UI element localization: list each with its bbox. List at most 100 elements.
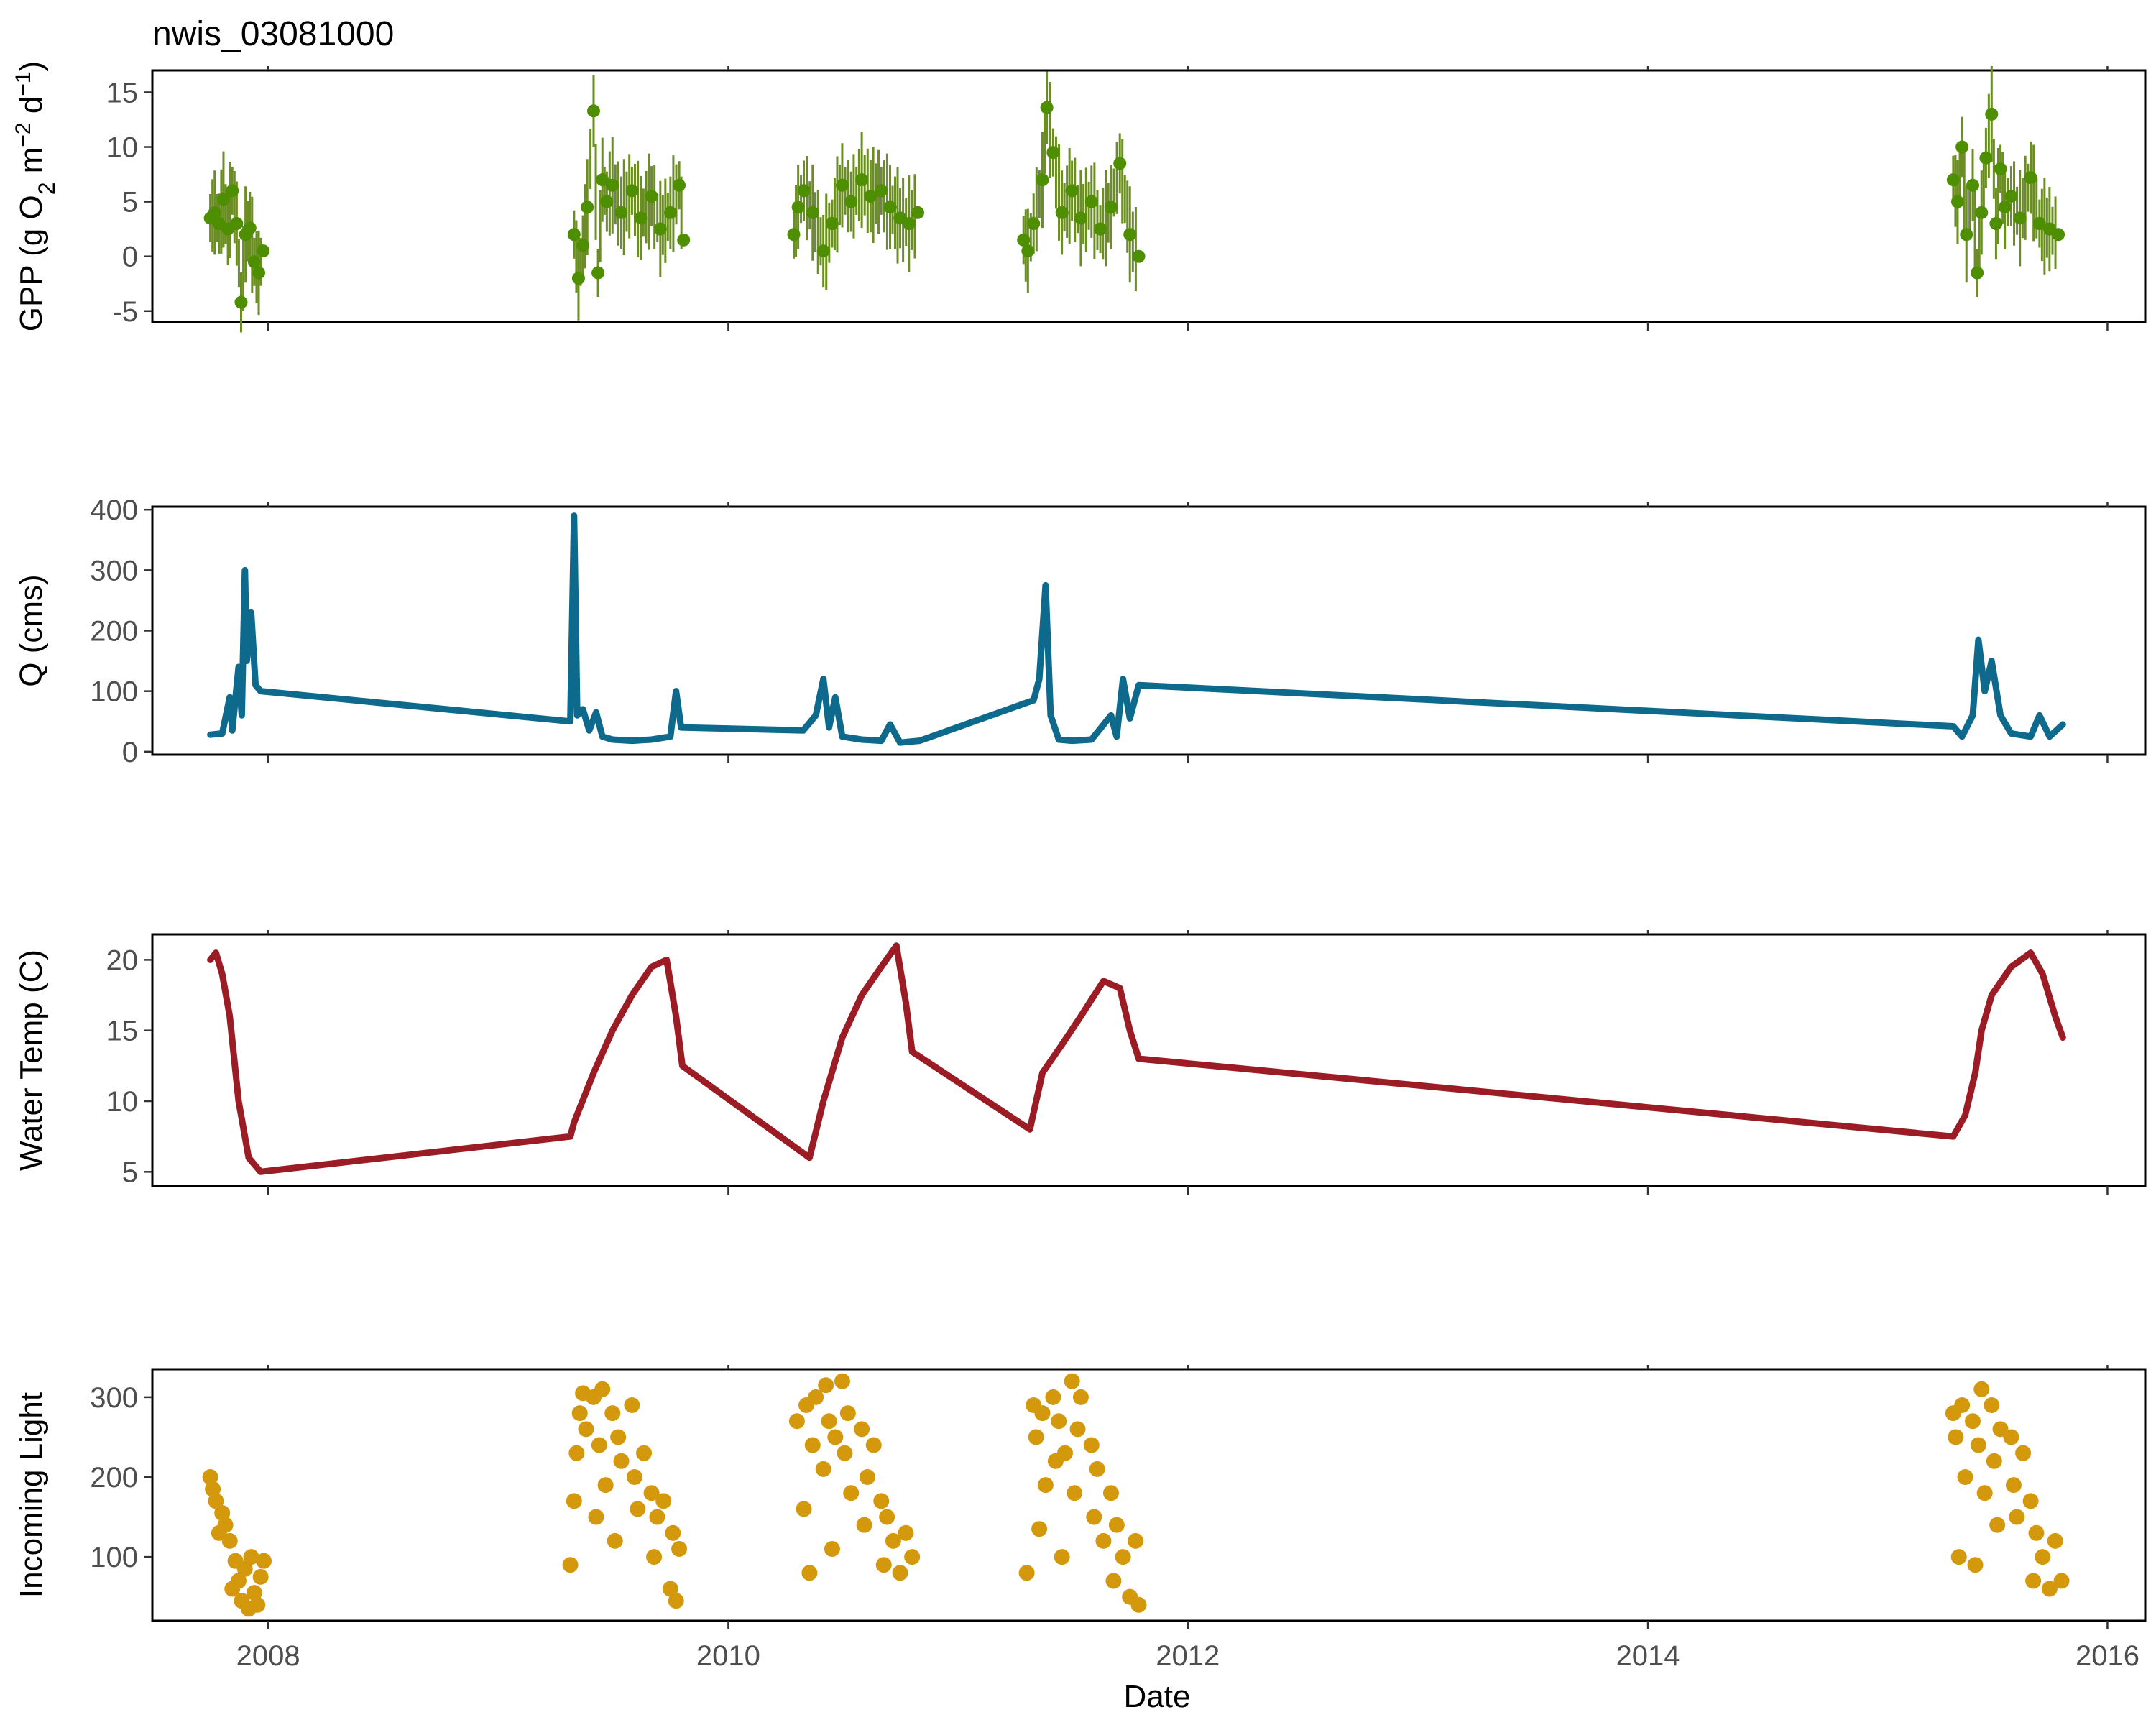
data-point-light [636,1445,653,1461]
x-tick-label: 2010 [696,1640,760,1672]
y-tick-label-q: 200 [90,616,138,648]
data-point-gpp [902,217,916,231]
panel-frame-gpp [151,69,2147,323]
data-point-light [859,1469,875,1485]
data-point-gpp [911,206,925,219]
data-point-gpp [2024,171,2037,185]
data-point-light [1973,1381,1990,1397]
data-point-gpp [1971,266,1984,280]
data-point-gpp [591,266,605,280]
data-point-light [1115,1549,1131,1565]
data-point-light [252,1568,269,1585]
data-point-light [808,1389,824,1405]
y-axis-title-q: Q (cms) [14,574,49,686]
data-point-light [1948,1429,1964,1445]
y-tick-label-gpp: 10 [106,132,139,164]
data-point-gpp [1950,195,1964,208]
data-point-light [221,1532,238,1549]
data-point-light [879,1509,895,1525]
data-point-gpp [663,206,677,219]
data-point-light [854,1421,870,1438]
data-point-light [568,1445,585,1461]
data-point-gpp [1046,146,1060,160]
data-point-light [873,1493,890,1509]
data-point-light [1984,1397,2000,1413]
data-point-light [246,1585,262,1601]
data-point-light [788,1413,805,1430]
data-point-light [1072,1389,1089,1405]
panel-frame-q [151,505,2147,756]
data-point-gpp [1946,173,1960,187]
data-point-light [1967,1557,1984,1573]
x-tick-label: 2008 [236,1640,300,1672]
y-axis-title-part: ) [14,61,49,72]
data-point-light [613,1453,630,1469]
data-point-light [856,1517,872,1533]
y-tick-label-temp: 20 [106,944,139,976]
data-point-gpp [1027,217,1041,231]
data-point-gpp [257,244,270,258]
data-point-light [1034,1405,1051,1422]
data-point-light [610,1429,627,1445]
data-point-light [1051,1413,1067,1430]
data-point-light [591,1437,607,1453]
y-tick-label-q: 300 [90,555,138,586]
data-point-light [837,1445,853,1461]
data-point-gpp [600,195,614,208]
data-point-light [1018,1565,1035,1581]
data-point-light [643,1485,660,1501]
y-tick-label-q: 0 [122,737,138,768]
data-point-light [821,1413,837,1430]
data-point-gpp [1094,222,1107,236]
data-point-light [1083,1437,1100,1453]
data-point-gpp [1113,157,1127,170]
data-point-light [624,1397,640,1413]
data-point-gpp [875,184,888,198]
data-point-light [824,1541,840,1557]
data-point-gpp [567,228,581,242]
data-point-light [202,1469,218,1485]
data-point-light [827,1429,844,1445]
data-point-gpp [230,217,244,231]
data-point-gpp [653,222,667,236]
data-point-light [1069,1421,1086,1438]
data-point-light [566,1493,582,1509]
data-point-gpp [855,173,869,187]
data-point-light [1130,1596,1147,1613]
data-point-light [1108,1517,1125,1533]
data-point-gpp [864,190,877,203]
data-point-gpp [844,195,858,208]
data-point-light [604,1405,621,1422]
data-point-gpp [787,228,801,242]
data-point-light [815,1460,831,1477]
data-point-light [668,1593,684,1609]
data-point-light [796,1501,812,1517]
data-point-gpp [596,173,609,187]
x-axis-title: Date [1124,1679,1191,1714]
chart-title: nwis_03081000 [152,15,394,53]
data-point-gpp [645,190,658,203]
y-tick-label-q: 400 [90,494,138,526]
data-point-gpp [1074,211,1087,225]
y-tick-label-q: 100 [90,676,138,708]
y-tick-label-temp: 15 [106,1016,139,1047]
data-point-light [249,1596,266,1613]
data-point-light [1976,1485,1993,1501]
y-tick-label-light: 300 [90,1382,138,1414]
data-point-gpp [586,104,600,118]
data-point-light [1067,1485,1083,1501]
data-point-light [562,1557,579,1573]
data-point-gpp [825,217,839,231]
data-point-light [1105,1573,1122,1589]
panel-q: 0 100 200 300 400 Q (cms) [14,494,2147,768]
data-point-gpp [835,178,849,192]
y-tick-label-light: 100 [90,1542,138,1573]
data-point-gpp [2052,228,2065,242]
data-point-gpp [1017,233,1031,247]
data-point-gpp [226,184,239,198]
data-point-light [1965,1413,1981,1430]
y-tick-label-gpp: 5 [122,187,138,218]
data-point-gpp [1960,228,1973,242]
data-point-light [578,1421,594,1438]
